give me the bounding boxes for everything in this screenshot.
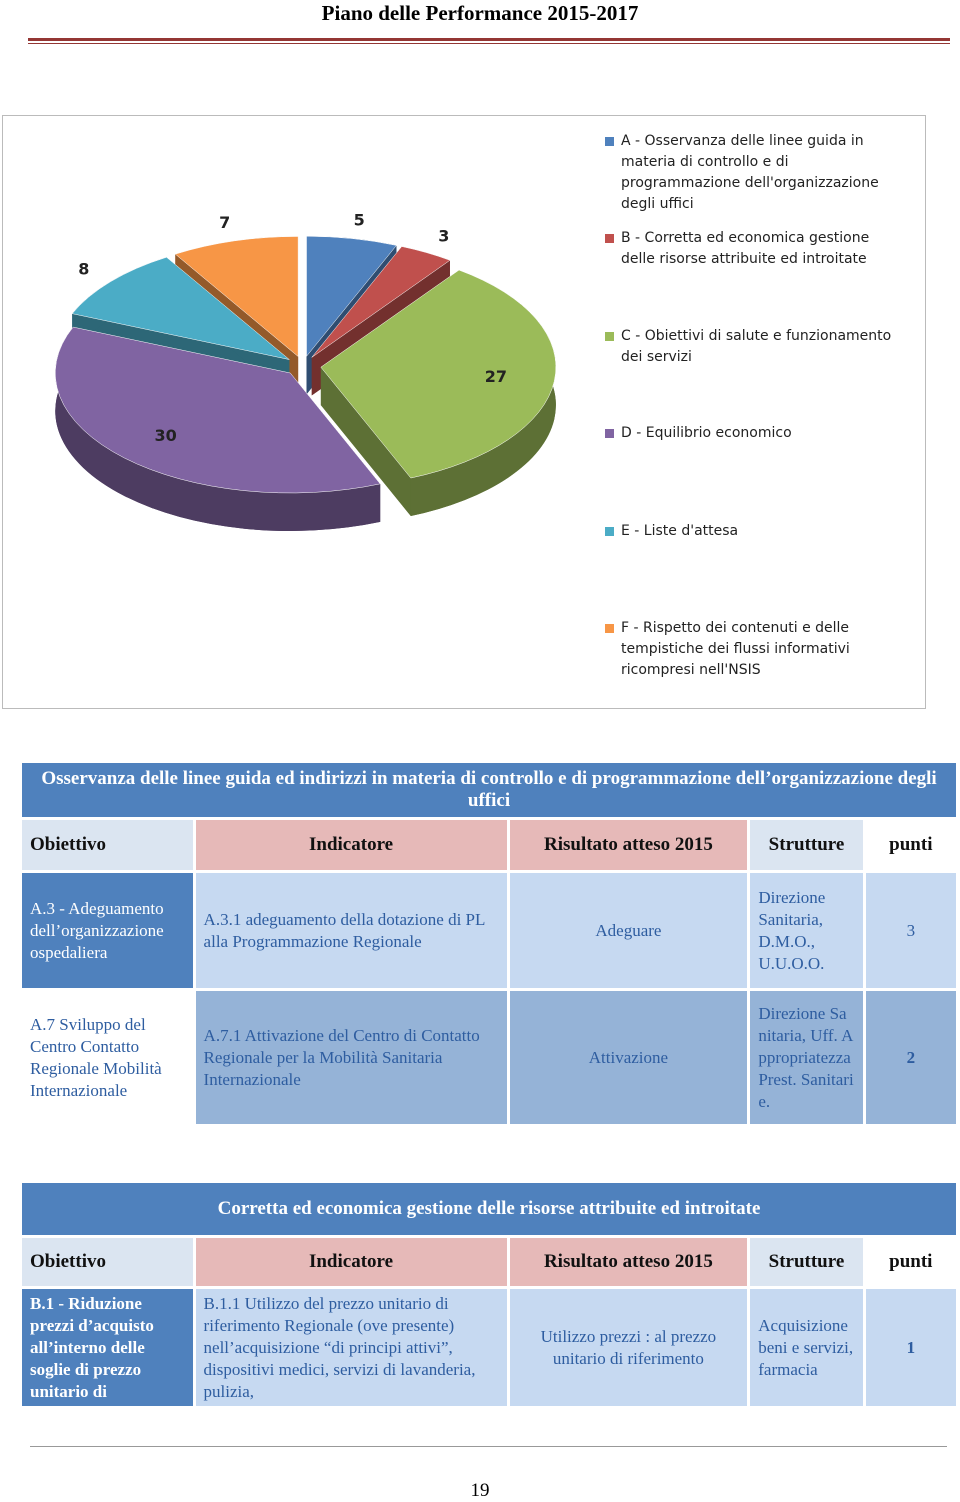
cell: 3 bbox=[865, 873, 956, 988]
legend-swatch bbox=[605, 429, 614, 439]
table: Corretta ed economica gestione delle ris… bbox=[19, 1180, 959, 1409]
legend-swatch bbox=[605, 624, 614, 633]
legend-item: F - Rispetto dei contenuti e delle tempi… bbox=[603, 618, 903, 681]
pie-slice bbox=[55, 326, 381, 494]
legend-item: E - Liste d'attesa bbox=[603, 521, 903, 542]
legend-label: E - Liste d'attesa bbox=[621, 522, 739, 539]
legend-label: D - Equilibrio economico bbox=[621, 425, 792, 442]
pie-slice bbox=[71, 256, 290, 360]
page-number: 19 bbox=[470, 1480, 490, 1501]
cell: Adeguare bbox=[509, 873, 748, 988]
legend-swatch bbox=[605, 526, 614, 536]
data-label: 3 bbox=[438, 226, 449, 245]
legend-item: A - Osservanza delle linee guida in mate… bbox=[603, 131, 903, 215]
cell: A.3.1 adeguamento della dotazione di PL … bbox=[195, 873, 507, 988]
table-title: Corretta ed economica gestione delle ris… bbox=[22, 1183, 956, 1235]
cell: A.7.1 Attivazione del Centro di Contatto… bbox=[195, 991, 507, 1124]
cell: Direzione Sanitaria, D.M.O., U.U.O.O. bbox=[750, 873, 863, 988]
column-header: Risultato atteso 2015 bbox=[509, 820, 748, 870]
legend-swatch bbox=[605, 331, 614, 341]
footer-rule bbox=[30, 1446, 947, 1447]
slice-side bbox=[55, 327, 381, 532]
column-header: Indicatore bbox=[195, 1238, 507, 1286]
legend-label: B - Corretta ed economica gestione delle… bbox=[621, 230, 870, 268]
cell: A.3 - Adeguamento dell’organizzazione os… bbox=[22, 873, 193, 988]
cell: 2 bbox=[865, 991, 956, 1124]
legend-label: A - Osservanza delle linee guida in mate… bbox=[621, 133, 879, 212]
pie-slice bbox=[320, 269, 557, 479]
data-label: 30 bbox=[155, 426, 177, 445]
data-label: 5 bbox=[354, 210, 365, 229]
cell: B.1.1 Utilizzo del prezzo unitario di ri… bbox=[195, 1289, 507, 1406]
legend-item: D - Equilibrio economico bbox=[603, 423, 903, 444]
column-header: Indicatore bbox=[195, 820, 507, 870]
cell: A.7 Sviluppo del Centro Contatto Regiona… bbox=[22, 991, 193, 1124]
table: Osservanza delle linee guida ed indirizz… bbox=[19, 760, 959, 1127]
column-header: punti bbox=[889, 1251, 933, 1272]
column-header: Obiettivo bbox=[22, 1238, 193, 1286]
pie-slice bbox=[306, 236, 397, 357]
header-rule bbox=[28, 38, 950, 41]
data-label: 8 bbox=[78, 259, 89, 278]
cell: Attivazione bbox=[509, 991, 748, 1124]
legend-item: C - Obiettivi di salute e funzionamento … bbox=[603, 326, 903, 368]
pie-chart: 5 3 27 30 8 7 bbox=[55, 210, 557, 532]
legend-label: F - Rispetto dei contenuti e delle tempi… bbox=[621, 620, 850, 678]
cell: B.1 - Riduzione prezzi d’acquisto all’in… bbox=[22, 1289, 193, 1406]
cell: Acquisizione beni e servizi, farmacia bbox=[750, 1289, 863, 1406]
column-header: Strutture bbox=[750, 820, 863, 870]
column-header: punti bbox=[889, 834, 933, 855]
legend-label: C - Obiettivi di salute e funzionamento … bbox=[621, 327, 892, 365]
column-header: Strutture bbox=[750, 1238, 863, 1286]
cell: Utilizzo prezzi : al prezzo unitario di … bbox=[509, 1289, 748, 1406]
data-label: 27 bbox=[485, 367, 507, 386]
legend-item: B - Corretta ed economica gestione delle… bbox=[603, 228, 903, 270]
column-header: Risultato atteso 2015 bbox=[509, 1238, 748, 1286]
table-title: Osservanza delle linee guida ed indirizz… bbox=[22, 763, 956, 817]
page-header: Piano delle Performance 2015-2017 bbox=[321, 1, 639, 25]
cell: 1 bbox=[865, 1289, 956, 1406]
data-label: 7 bbox=[219, 213, 230, 232]
header-rule bbox=[28, 43, 950, 44]
slice-side bbox=[320, 367, 411, 517]
legend-swatch bbox=[605, 137, 614, 146]
pie-slice bbox=[174, 236, 299, 358]
chart: 5 3 27 30 8 7 A - Osservanza delle linee guid… bbox=[2, 115, 926, 709]
legend-swatch bbox=[605, 234, 614, 244]
cell: Direzione Sanitaria, Uff. Appropriatezza… bbox=[750, 991, 863, 1124]
pie-slice bbox=[311, 246, 451, 358]
column-header: Obiettivo bbox=[22, 820, 193, 870]
